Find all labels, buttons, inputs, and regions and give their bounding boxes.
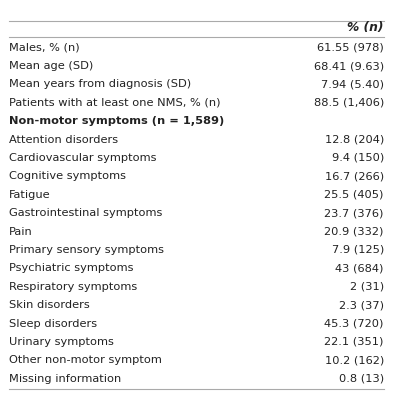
Text: 61.55 (978): 61.55 (978) bbox=[317, 43, 384, 53]
Text: 2.3 (37): 2.3 (37) bbox=[339, 300, 384, 310]
Text: 20.9 (332): 20.9 (332) bbox=[325, 226, 384, 236]
Text: Fatigue: Fatigue bbox=[9, 190, 51, 200]
Text: 22.1 (351): 22.1 (351) bbox=[325, 337, 384, 347]
Text: Cardiovascular symptoms: Cardiovascular symptoms bbox=[9, 153, 157, 163]
Text: % (n): % (n) bbox=[347, 21, 384, 34]
Text: Skin disorders: Skin disorders bbox=[9, 300, 90, 310]
Text: Primary sensory symptoms: Primary sensory symptoms bbox=[9, 245, 164, 255]
Text: Respiratory symptoms: Respiratory symptoms bbox=[9, 282, 138, 292]
Text: 16.7 (266): 16.7 (266) bbox=[325, 171, 384, 181]
Text: Mean years from diagnosis (SD): Mean years from diagnosis (SD) bbox=[9, 80, 191, 90]
Text: 25.5 (405): 25.5 (405) bbox=[325, 190, 384, 200]
Text: 9.4 (150): 9.4 (150) bbox=[332, 153, 384, 163]
Text: Other non-motor symptom: Other non-motor symptom bbox=[9, 355, 162, 365]
Text: Psychiatric symptoms: Psychiatric symptoms bbox=[9, 263, 134, 273]
Text: Males, % (n): Males, % (n) bbox=[9, 43, 80, 53]
Text: Attention disorders: Attention disorders bbox=[9, 134, 118, 144]
Text: 88.5 (1,406): 88.5 (1,406) bbox=[314, 98, 384, 108]
Text: Non-motor symptoms (n = 1,589): Non-motor symptoms (n = 1,589) bbox=[9, 116, 224, 126]
Text: Patients with at least one NMS, % (n): Patients with at least one NMS, % (n) bbox=[9, 98, 221, 108]
Text: 43 (684): 43 (684) bbox=[336, 263, 384, 273]
Text: Urinary symptoms: Urinary symptoms bbox=[9, 337, 114, 347]
Text: 2 (31): 2 (31) bbox=[350, 282, 384, 292]
Text: 0.8 (13): 0.8 (13) bbox=[339, 374, 384, 384]
Text: 23.7 (376): 23.7 (376) bbox=[325, 208, 384, 218]
Text: 12.8 (204): 12.8 (204) bbox=[325, 134, 384, 144]
Text: Cognitive symptoms: Cognitive symptoms bbox=[9, 171, 126, 181]
Text: Mean age (SD): Mean age (SD) bbox=[9, 61, 94, 71]
Text: 68.41 (9.63): 68.41 (9.63) bbox=[314, 61, 384, 71]
Text: 7.9 (125): 7.9 (125) bbox=[332, 245, 384, 255]
Text: Missing information: Missing information bbox=[9, 374, 121, 384]
Text: Pain: Pain bbox=[9, 226, 33, 236]
Text: 7.94 (5.40): 7.94 (5.40) bbox=[321, 80, 384, 90]
Text: Gastrointestinal symptoms: Gastrointestinal symptoms bbox=[9, 208, 163, 218]
Text: 10.2 (162): 10.2 (162) bbox=[325, 355, 384, 365]
Text: Sleep disorders: Sleep disorders bbox=[9, 318, 97, 328]
Text: 45.3 (720): 45.3 (720) bbox=[325, 318, 384, 328]
